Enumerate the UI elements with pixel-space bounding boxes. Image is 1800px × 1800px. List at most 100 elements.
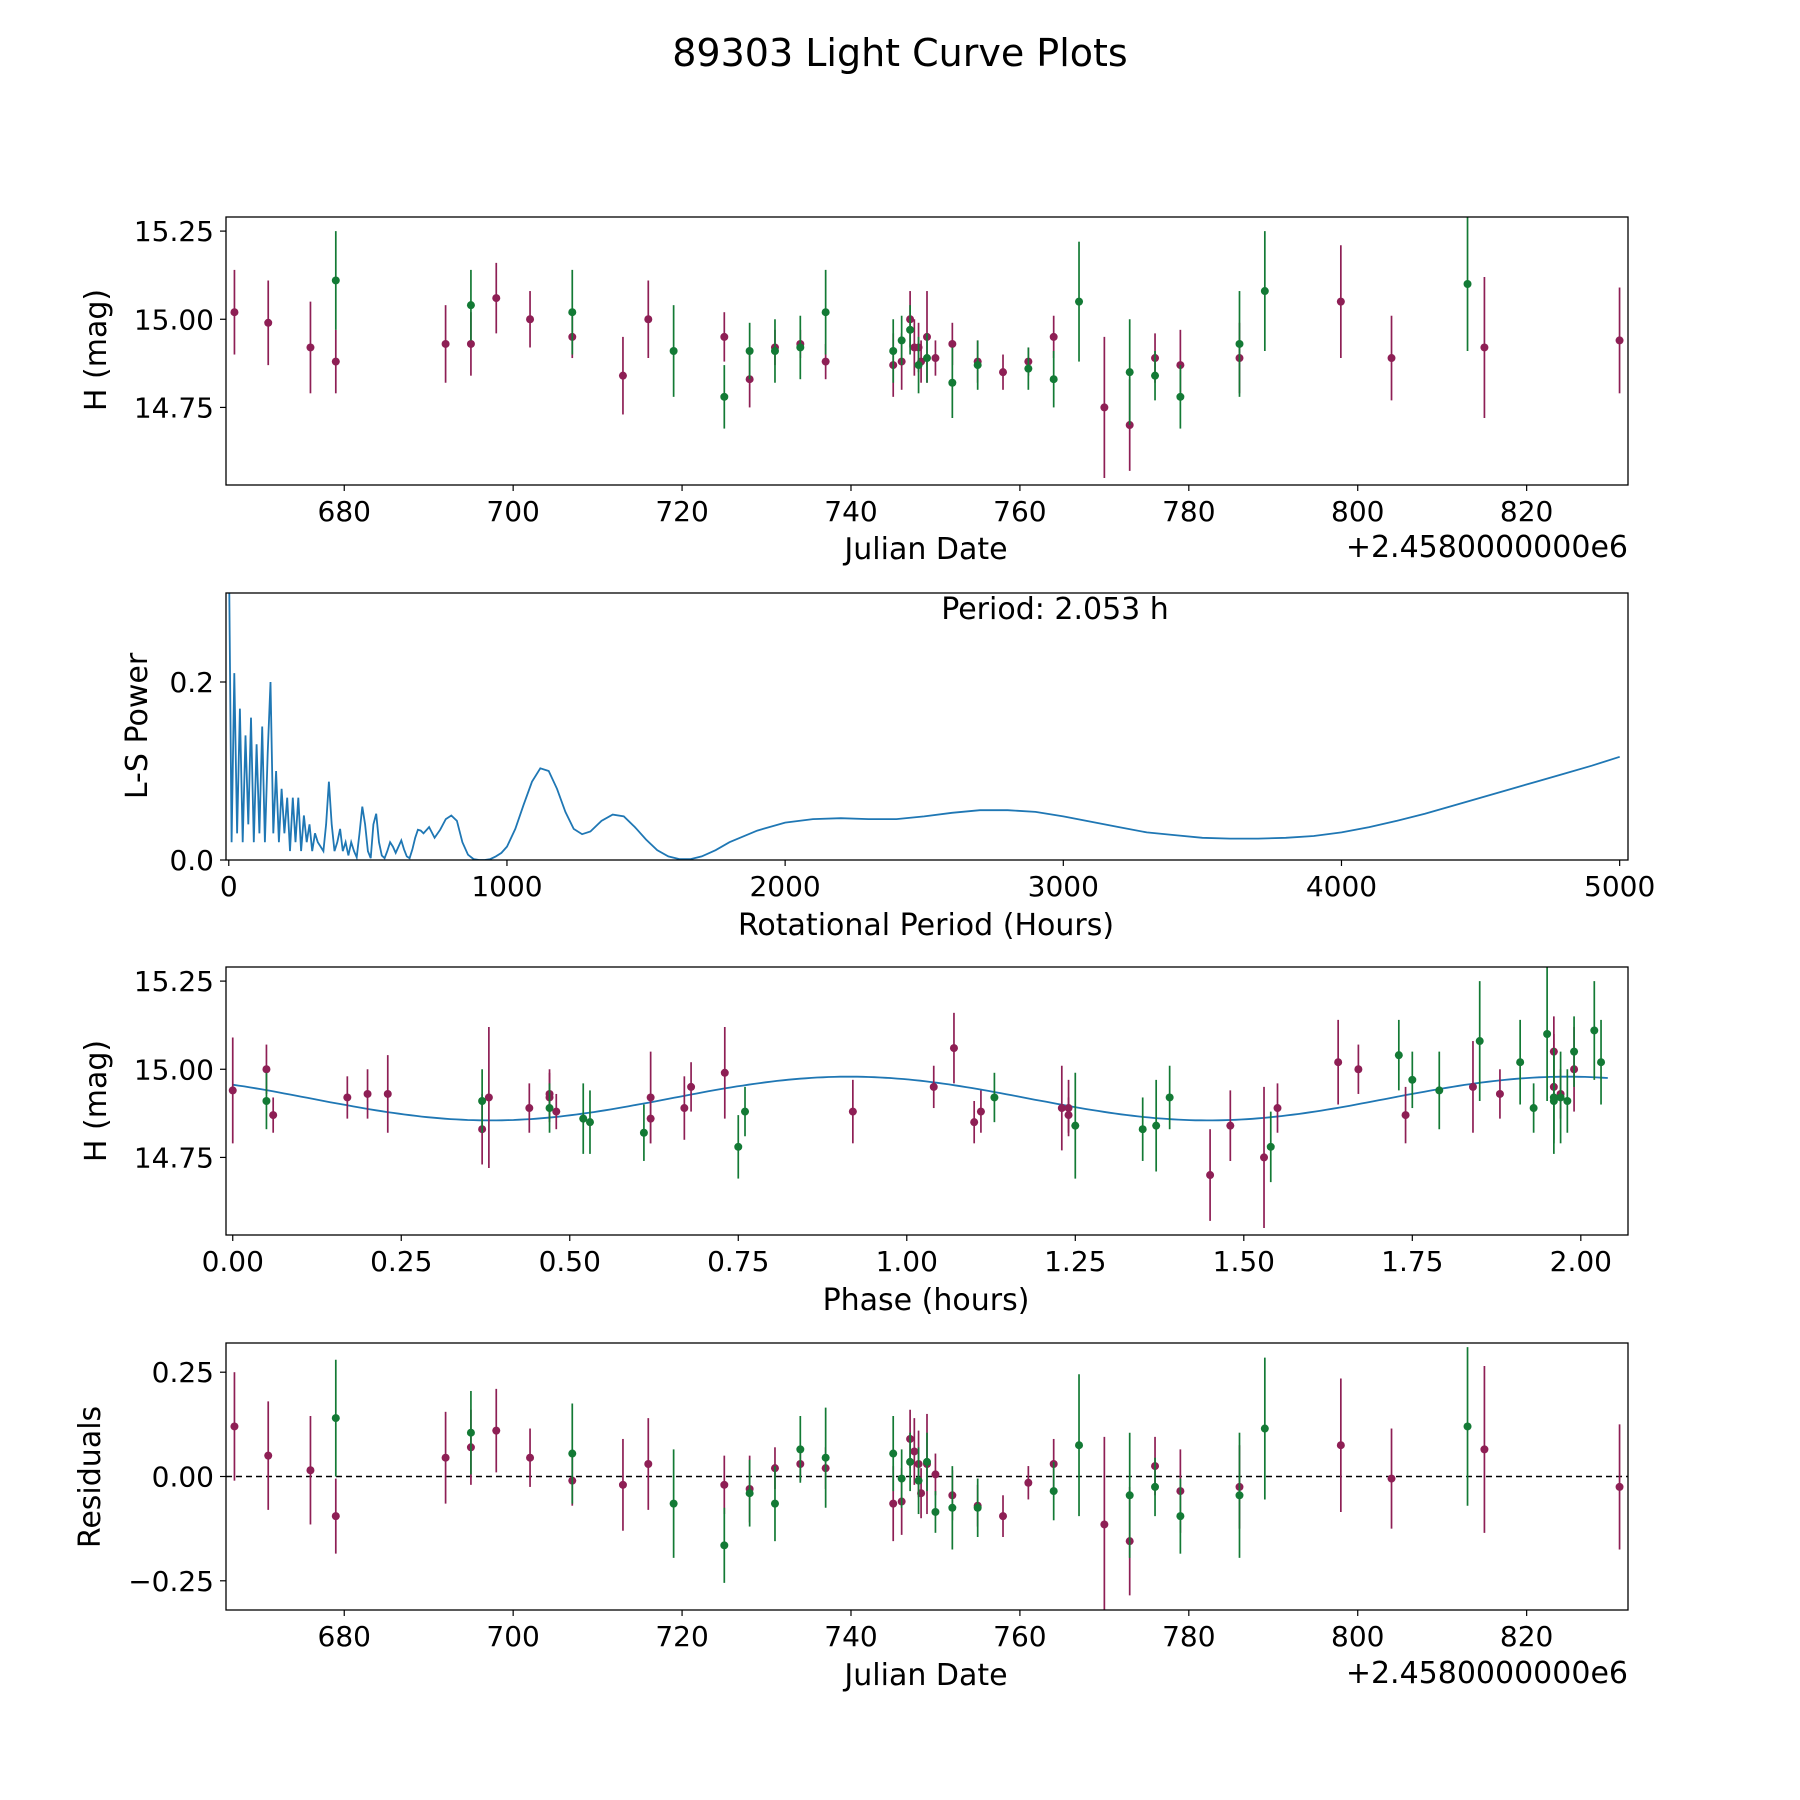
point-marker xyxy=(1475,1037,1484,1046)
light-curve-offset-text: +2.4580000000e6 xyxy=(1346,530,1628,565)
point-marker xyxy=(669,1499,678,1508)
data-point-g xyxy=(478,1069,487,1133)
data-point-g xyxy=(948,347,957,418)
point-marker xyxy=(545,1104,554,1113)
point-marker xyxy=(889,347,898,355)
point-marker xyxy=(492,1426,501,1435)
point-marker xyxy=(796,1445,805,1454)
data-point-r xyxy=(720,1455,729,1515)
point-marker xyxy=(821,357,830,366)
point-marker xyxy=(331,357,340,366)
point-marker xyxy=(680,1104,689,1113)
point-marker xyxy=(646,1114,655,1123)
data-point-g xyxy=(1125,319,1134,426)
point-marker xyxy=(770,1499,779,1508)
point-marker xyxy=(931,1470,940,1479)
data-point-r xyxy=(970,1101,979,1144)
x-tick-label: 760 xyxy=(993,1620,1046,1653)
point-marker xyxy=(264,318,273,327)
point-marker xyxy=(568,308,577,317)
data-point-g xyxy=(1176,365,1185,429)
x-tick-label: 820 xyxy=(1500,1620,1553,1653)
data-point-g xyxy=(1049,1461,1058,1521)
point-marker xyxy=(1408,1075,1417,1084)
point-marker xyxy=(466,339,475,348)
point-marker xyxy=(1354,1065,1363,1074)
x-tick-label: 1.75 xyxy=(1381,1245,1443,1278)
point-marker xyxy=(1057,1104,1066,1113)
point-marker xyxy=(466,1428,475,1437)
data-point-r xyxy=(618,1438,627,1531)
periodogram-xlabel: Rotational Period (Hours) xyxy=(738,908,1114,943)
point-marker xyxy=(1615,336,1624,345)
data-point-r xyxy=(720,1026,729,1119)
light-curve-panel: Julian Date H (mag) +2.4580000000e6 680 7… xyxy=(79,215,1629,567)
point-marker xyxy=(1394,1051,1403,1060)
data-point-r xyxy=(383,1055,392,1133)
x-tick-label: 820 xyxy=(1500,495,1553,528)
data-point-g xyxy=(914,1447,923,1515)
data-point-r xyxy=(1401,1086,1410,1144)
data-point-g xyxy=(745,322,754,380)
y-tick-label: 0.25 xyxy=(152,1356,214,1389)
point-marker xyxy=(1049,375,1058,384)
point-marker xyxy=(1235,339,1244,348)
periodogram-ylabel: L-S Power xyxy=(120,652,155,799)
data-point-g xyxy=(568,269,577,355)
y-tick-label: 15.25 xyxy=(134,215,214,248)
data-point-r xyxy=(1334,1019,1343,1105)
x-tick-label: 700 xyxy=(486,495,539,528)
data-point-r xyxy=(269,1097,278,1133)
data-point-g xyxy=(1475,981,1484,1101)
data-point-g xyxy=(1563,1069,1572,1133)
point-marker xyxy=(618,1480,627,1489)
point-marker xyxy=(1151,1482,1160,1491)
point-marker xyxy=(1597,1058,1606,1067)
data-point-g xyxy=(720,365,729,429)
data-point-r xyxy=(976,1090,985,1133)
data-point-r xyxy=(644,1418,653,1510)
point-marker xyxy=(914,1476,923,1485)
data-point-g xyxy=(914,336,923,394)
point-marker xyxy=(1260,287,1269,296)
point-marker xyxy=(1615,1482,1624,1491)
data-point-r xyxy=(492,262,501,334)
data-point-g xyxy=(1570,1016,1579,1087)
point-marker xyxy=(478,1097,487,1105)
data-point-g xyxy=(1024,347,1033,390)
residuals-plot-area xyxy=(226,1347,1628,1610)
x-tick-label: 1.25 xyxy=(1044,1245,1106,1278)
point-marker xyxy=(306,1466,315,1475)
point-marker xyxy=(1387,1474,1396,1483)
data-point-g xyxy=(973,340,982,390)
data-point-r xyxy=(1100,1436,1109,1610)
point-marker xyxy=(1176,392,1185,401)
point-marker xyxy=(269,1111,278,1120)
point-marker xyxy=(1480,343,1489,352)
data-point-g xyxy=(923,333,931,383)
data-point-g xyxy=(1266,1111,1275,1183)
point-marker xyxy=(1543,1030,1552,1038)
data-point-g xyxy=(466,269,475,341)
point-marker xyxy=(973,1503,982,1512)
residuals-panel: Julian Date Residuals +2.4580000000e6 68… xyxy=(73,1342,1629,1693)
data-point-g xyxy=(579,1083,588,1154)
point-marker xyxy=(331,276,340,285)
x-tick-label: 780 xyxy=(1162,495,1215,528)
data-point-g xyxy=(906,305,915,355)
point-marker xyxy=(618,371,627,380)
data-point-g xyxy=(1408,1051,1417,1109)
point-marker xyxy=(1138,1125,1147,1134)
data-point-r xyxy=(228,1037,237,1144)
data-point-g xyxy=(734,1115,743,1179)
data-point-g xyxy=(1151,1457,1160,1517)
data-point-g xyxy=(1543,967,1552,1101)
phased-panel: Phase (hours) H (mag) 0.00 0.25 0.50 0.75 1.… xyxy=(79,965,1629,1318)
point-marker xyxy=(687,1082,696,1091)
point-marker xyxy=(931,354,940,363)
point-marker xyxy=(230,308,239,317)
point-marker xyxy=(331,1414,340,1423)
y-tick-label: 15.00 xyxy=(134,303,214,336)
data-point-r xyxy=(720,312,729,362)
data-point-g xyxy=(669,1449,678,1558)
